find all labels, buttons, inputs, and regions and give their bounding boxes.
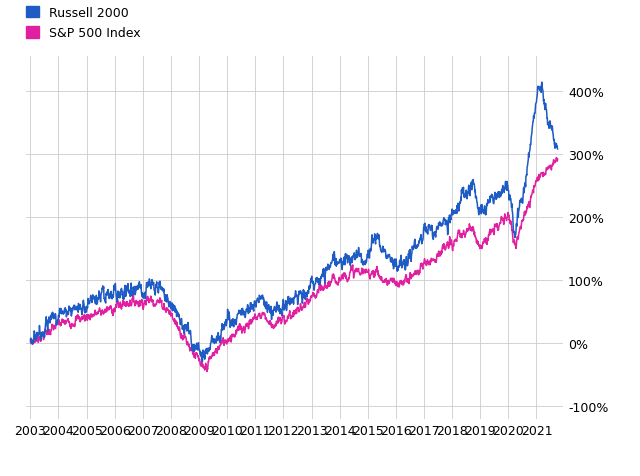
Legend: Russell 2000, S&P 500 Index: Russell 2000, S&P 500 Index [21,2,145,45]
